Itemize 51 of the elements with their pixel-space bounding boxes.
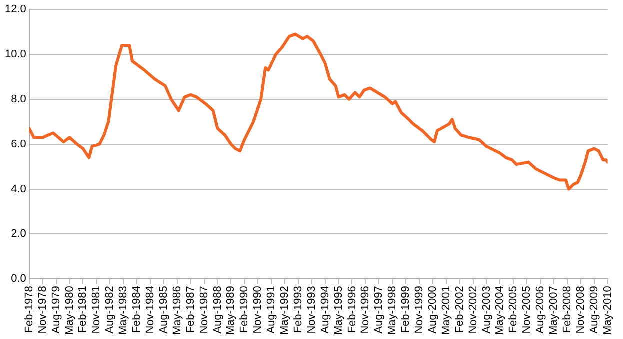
y-tick-label: 2.0 — [11, 228, 26, 240]
x-tick-label: Aug-2000 — [426, 286, 439, 334]
x-tick-label: Nov-1978 — [36, 286, 49, 334]
x-tick-label: Nov-1990 — [252, 286, 264, 334]
x-tick-label: Nov-1984 — [144, 286, 156, 334]
x-tick-label: Aug-1988 — [212, 286, 224, 334]
x-tick-label: Feb-1993 — [292, 286, 304, 334]
x-tick-label: May-1986 — [171, 286, 184, 336]
x-tick-label: Feb-1981 — [77, 286, 90, 334]
x-tick-label: Nov-1996 — [360, 286, 372, 334]
x-tick-label: Nov-1981 — [90, 286, 103, 334]
x-tick-label: Feb-1987 — [184, 286, 197, 334]
x-tick-label: Feb-2005 — [508, 286, 520, 334]
x-tick-label: May-2007 — [548, 286, 560, 336]
x-tick-label: Nov-1987 — [198, 286, 210, 334]
x-tick-label: May-1992 — [279, 286, 292, 336]
x-tick-label: Nov-2005 — [521, 286, 534, 334]
x-tick-label: Aug-2009 — [588, 286, 600, 334]
y-tick-label: 12.0 — [4, 4, 26, 16]
y-tick-label: 10.0 — [4, 48, 26, 61]
x-tick-label: May-1995 — [332, 286, 345, 336]
y-tick-label: 4.0 — [11, 183, 26, 196]
x-tick-label: May-1998 — [386, 286, 399, 336]
x-tick-label: Aug-1994 — [319, 286, 332, 334]
x-tick-label: Aug-1991 — [266, 286, 278, 334]
x-tick-label: Aug-2003 — [480, 286, 493, 334]
x-tick-label: Aug-1985 — [158, 286, 170, 334]
x-tick-label: May-2001 — [440, 286, 452, 336]
x-tick-label: May-1983 — [118, 286, 130, 336]
x-tick-label: May-1980 — [64, 286, 76, 336]
x-tick-label: Feb-1978 — [23, 286, 36, 334]
y-tick-label: 6.0 — [11, 138, 26, 150]
y-tick-label: 8.0 — [11, 93, 26, 106]
x-tick-label: Nov-1993 — [306, 286, 318, 334]
x-tick-label: Aug-1997 — [373, 286, 386, 334]
x-tick-label: Aug-2006 — [534, 286, 547, 334]
x-tick-label: Nov-2008 — [574, 286, 587, 334]
x-tick-label: Nov-2002 — [467, 286, 480, 334]
x-tick-label: May-2010 — [602, 286, 614, 336]
x-tick-label: Aug-1979 — [50, 286, 62, 334]
x-tick-label: Nov-1999 — [414, 286, 426, 334]
x-tick-label: Feb-2008 — [561, 286, 574, 334]
x-tick-label: Feb-1984 — [131, 286, 144, 334]
x-tick-label: Feb-1999 — [400, 286, 412, 334]
y-tick-label: 0.0 — [11, 273, 26, 286]
x-tick-label: Aug-1982 — [104, 286, 116, 334]
x-tick-label: Feb-2002 — [454, 286, 466, 334]
x-tick-label: May-1989 — [225, 286, 238, 336]
x-tick-label: Feb-1996 — [346, 286, 358, 334]
x-tick-label: Feb-1990 — [238, 286, 251, 334]
x-tick-label: May-2004 — [494, 286, 506, 336]
